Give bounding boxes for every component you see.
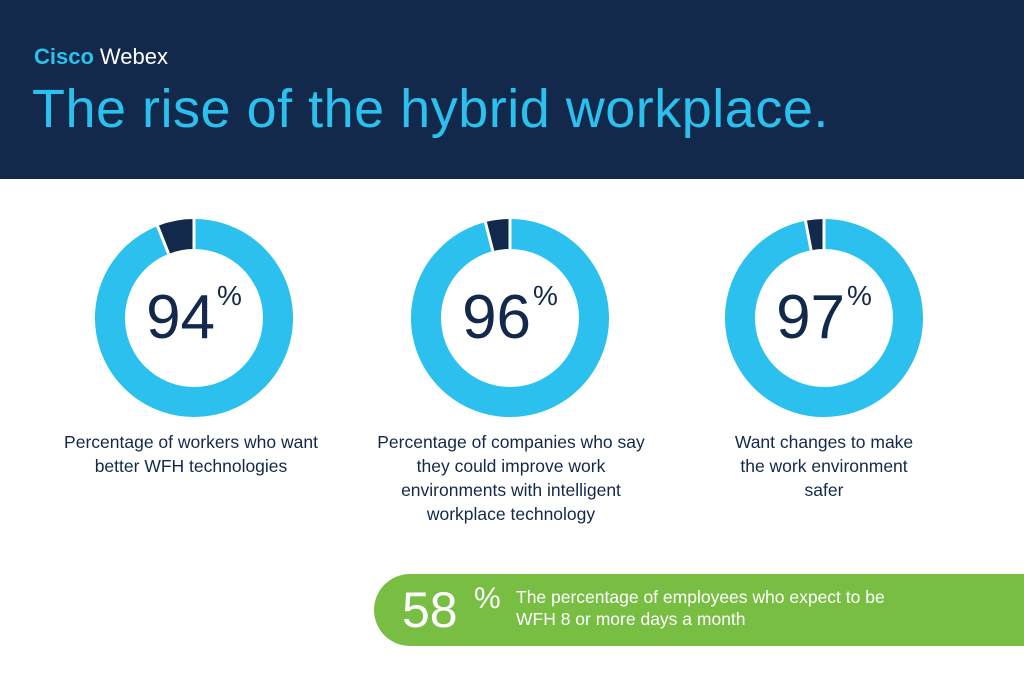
header-banner: Cisco Webex The rise of the hybrid workpl… [0,0,1024,179]
donut-segment-divider [803,220,813,251]
brand-bold: Cisco [34,44,94,69]
donut-svg-3 [725,219,923,417]
callout-unit: % [474,582,501,615]
donut-value-1: 94% [94,218,294,418]
donut-chart-3: 97% [724,218,924,418]
donut-number-2: 96 [462,283,532,352]
donut-segment-main [411,219,609,417]
donut-segment-main [725,219,923,417]
donut-number-1: 94 [146,283,216,352]
donut-unit-3: % [847,280,872,311]
donut-value-2: 96% [410,218,610,418]
donut-svg-2 [411,219,609,417]
donut-unit-1: % [217,280,242,311]
donut-segment-main [95,219,293,417]
donut-caption-2: Percentage of companies who say they cou… [377,432,645,524]
callout-banner: 58 % The percentage of employees who exp… [374,574,1024,646]
callout-value: 58 [402,582,458,638]
page-title: The rise of the hybrid workplace. [32,79,829,139]
donut-svg-1 [95,219,293,417]
donut-segment-divider [156,225,170,255]
donut-caption-1: Percentage of workers who want better WF… [64,432,318,476]
donut-chart-2: 96% [410,218,610,418]
donut-unit-2: % [533,280,558,311]
donut-segment-divider [483,221,495,252]
brand-logo: Cisco Webex [34,44,168,70]
donut-number-3: 97 [776,283,846,352]
brand-light: Webex [99,44,168,69]
donut-caption-3: Want changes to make the work environmen… [734,432,914,500]
donut-value-3: 97% [724,218,924,418]
callout-text: The percentage of employees who expect t… [516,587,885,629]
donut-chart-1: 94% [94,218,294,418]
